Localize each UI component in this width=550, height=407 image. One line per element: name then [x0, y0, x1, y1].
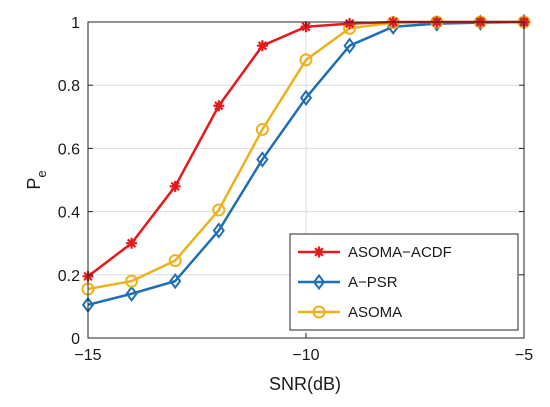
legend-swatch-marker — [312, 305, 326, 319]
series-1-point — [299, 89, 313, 107]
series-2-point — [168, 254, 182, 268]
legend-swatch-marker — [312, 273, 326, 291]
y-axis-label-subscript: e — [34, 170, 49, 177]
y-tick-label: 1 — [71, 15, 80, 32]
y-tick-label: 0.2 — [58, 268, 80, 285]
series-1-point — [256, 151, 269, 168]
series-0-point — [213, 100, 225, 112]
series-2-point — [125, 274, 139, 288]
series-1-point — [169, 272, 182, 290]
series-1-line — [87, 20, 525, 307]
legend-label: ASOMA−ACDF — [348, 244, 452, 261]
legend-entry: A−PSR — [298, 273, 398, 291]
series-1-point — [343, 37, 356, 54]
series-0-point — [126, 237, 138, 249]
svg-text:Pe: Pe — [24, 170, 49, 189]
legend-entry: ASOMA−ACDF — [298, 244, 452, 261]
series-0-point — [256, 40, 268, 52]
legend-label: ASOMA — [348, 304, 402, 321]
ticks: −15 −10 −5 0 0.2 0.4 0.6 0.8 1 — [58, 15, 533, 364]
series-0-point — [344, 18, 356, 30]
series-1-point — [474, 14, 487, 31]
series-2-point — [299, 53, 313, 67]
series-1-point — [125, 285, 138, 302]
y-axis-label: Pe — [24, 170, 49, 189]
x-tick-label: −10 — [292, 347, 319, 364]
series-2-point — [212, 203, 226, 217]
series-2-point — [255, 122, 269, 136]
x-axis-label: SNR(dB) — [269, 374, 341, 394]
legend-label: A−PSR — [348, 274, 398, 291]
y-tick-label: 0 — [71, 331, 80, 348]
x-tick-label: −15 — [74, 347, 101, 364]
x-tick-label: −5 — [515, 347, 533, 364]
y-tick-label: 0.6 — [58, 141, 80, 158]
series-1-point — [212, 222, 225, 239]
legend-swatch-marker — [313, 246, 325, 258]
axes — [87, 21, 525, 339]
y-tick-label: 0.8 — [58, 78, 80, 95]
y-tick-label: 0.4 — [58, 205, 80, 222]
legend: ASOMA−ACDF A−PSR ASOMA — [289, 233, 519, 331]
legend-entry: ASOMA — [298, 304, 402, 321]
series-0-point — [169, 180, 181, 192]
y-axis-label-main: P — [24, 178, 44, 190]
